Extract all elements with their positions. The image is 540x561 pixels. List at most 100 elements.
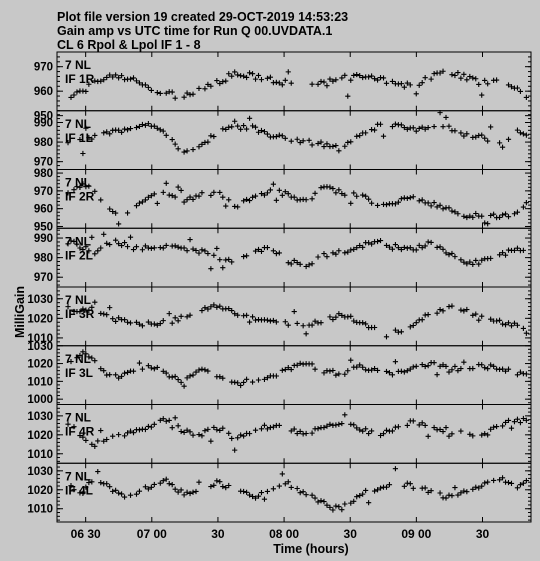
gain-point <box>270 317 276 324</box>
gain-point <box>151 421 157 427</box>
gain-point <box>401 124 407 131</box>
gain-point <box>354 494 360 500</box>
y-tick-label: 1020 <box>27 359 53 371</box>
gain-point <box>202 86 208 92</box>
gain-point <box>336 248 342 254</box>
gain-point <box>330 250 336 256</box>
gain-point <box>482 480 488 486</box>
gain-point <box>74 355 80 361</box>
gain-point <box>485 366 491 372</box>
gain-point <box>107 206 113 212</box>
gain-point <box>249 123 256 129</box>
gain-point <box>502 211 509 217</box>
gain-point <box>473 210 479 217</box>
gain-point <box>520 131 526 137</box>
gain-point <box>452 72 458 79</box>
gain-point <box>104 436 110 443</box>
gain-point <box>124 210 131 216</box>
gain-point <box>371 365 378 372</box>
gain-point <box>235 123 241 129</box>
gain-point <box>264 488 271 495</box>
gain-point <box>377 121 384 127</box>
gain-point <box>425 433 431 439</box>
gain-point <box>485 432 491 438</box>
gain-point <box>470 261 476 267</box>
gain-point <box>312 495 318 501</box>
gain-point <box>107 72 113 78</box>
gain-point <box>217 189 223 196</box>
gain-point <box>190 146 196 153</box>
gain-point <box>83 244 89 250</box>
gain-point <box>476 261 482 267</box>
gain-point <box>244 489 250 495</box>
gain-point <box>392 201 399 207</box>
gain-point <box>101 368 107 374</box>
y-axis-label: MilliGain <box>13 286 27 338</box>
gain-point <box>351 246 357 252</box>
gain-point <box>437 244 443 250</box>
gain-point <box>110 488 116 494</box>
gain-point <box>452 363 458 369</box>
gain-point <box>505 366 512 372</box>
gain-point <box>246 492 253 498</box>
gain-point <box>86 183 92 189</box>
gain-point <box>514 209 521 215</box>
gain-point <box>163 132 169 138</box>
gain-point <box>255 72 262 79</box>
gain-point <box>205 81 211 88</box>
gain-point <box>136 123 143 130</box>
gain-point <box>95 248 101 254</box>
gain-point <box>166 192 172 198</box>
gain-point <box>145 363 151 369</box>
gain-point <box>398 329 404 335</box>
gain-point <box>473 76 479 82</box>
gain-point <box>380 431 387 437</box>
gain-point <box>425 363 431 369</box>
gain-point <box>297 261 303 267</box>
gain-point <box>333 422 339 428</box>
y-tick-label: 970 <box>34 186 53 198</box>
panel-antenna-label: 7 NL <box>65 117 91 131</box>
gain-point <box>130 430 137 436</box>
gain-point <box>175 244 181 250</box>
gain-point <box>169 374 175 380</box>
gain-point <box>309 81 315 87</box>
gain-point <box>133 78 140 84</box>
gain-point <box>95 438 101 444</box>
gain-point <box>107 241 113 248</box>
gain-point <box>369 73 375 79</box>
gain-point <box>437 110 443 116</box>
gain-point <box>229 435 235 442</box>
gain-point <box>264 75 271 81</box>
gain-point <box>276 187 282 193</box>
gain-point <box>202 428 208 434</box>
gain-point <box>452 128 458 134</box>
gain-point <box>235 435 241 441</box>
gain-point <box>369 241 375 247</box>
gain-point <box>345 314 351 320</box>
gain-point <box>145 319 151 325</box>
gain-point <box>502 322 509 328</box>
panel-antenna-label: 7 NL <box>65 176 91 190</box>
gain-point <box>98 480 104 486</box>
gain-point <box>98 78 104 84</box>
gain-point <box>145 486 151 492</box>
gain-point <box>386 482 393 488</box>
gain-point <box>514 322 521 328</box>
gain-point <box>246 319 253 325</box>
gain-point <box>199 141 205 147</box>
gain-point <box>407 366 413 372</box>
gain-point <box>190 432 196 438</box>
gain-point <box>327 504 333 510</box>
gain-point <box>389 428 396 434</box>
gain-point <box>101 130 107 136</box>
gain-point <box>279 192 285 198</box>
gain-point <box>288 80 294 86</box>
gain-point <box>121 370 128 376</box>
gain-point <box>342 371 348 377</box>
gain-point <box>175 423 181 429</box>
gain-point <box>151 245 157 251</box>
gain-point <box>443 250 449 256</box>
gain-point <box>357 133 363 139</box>
